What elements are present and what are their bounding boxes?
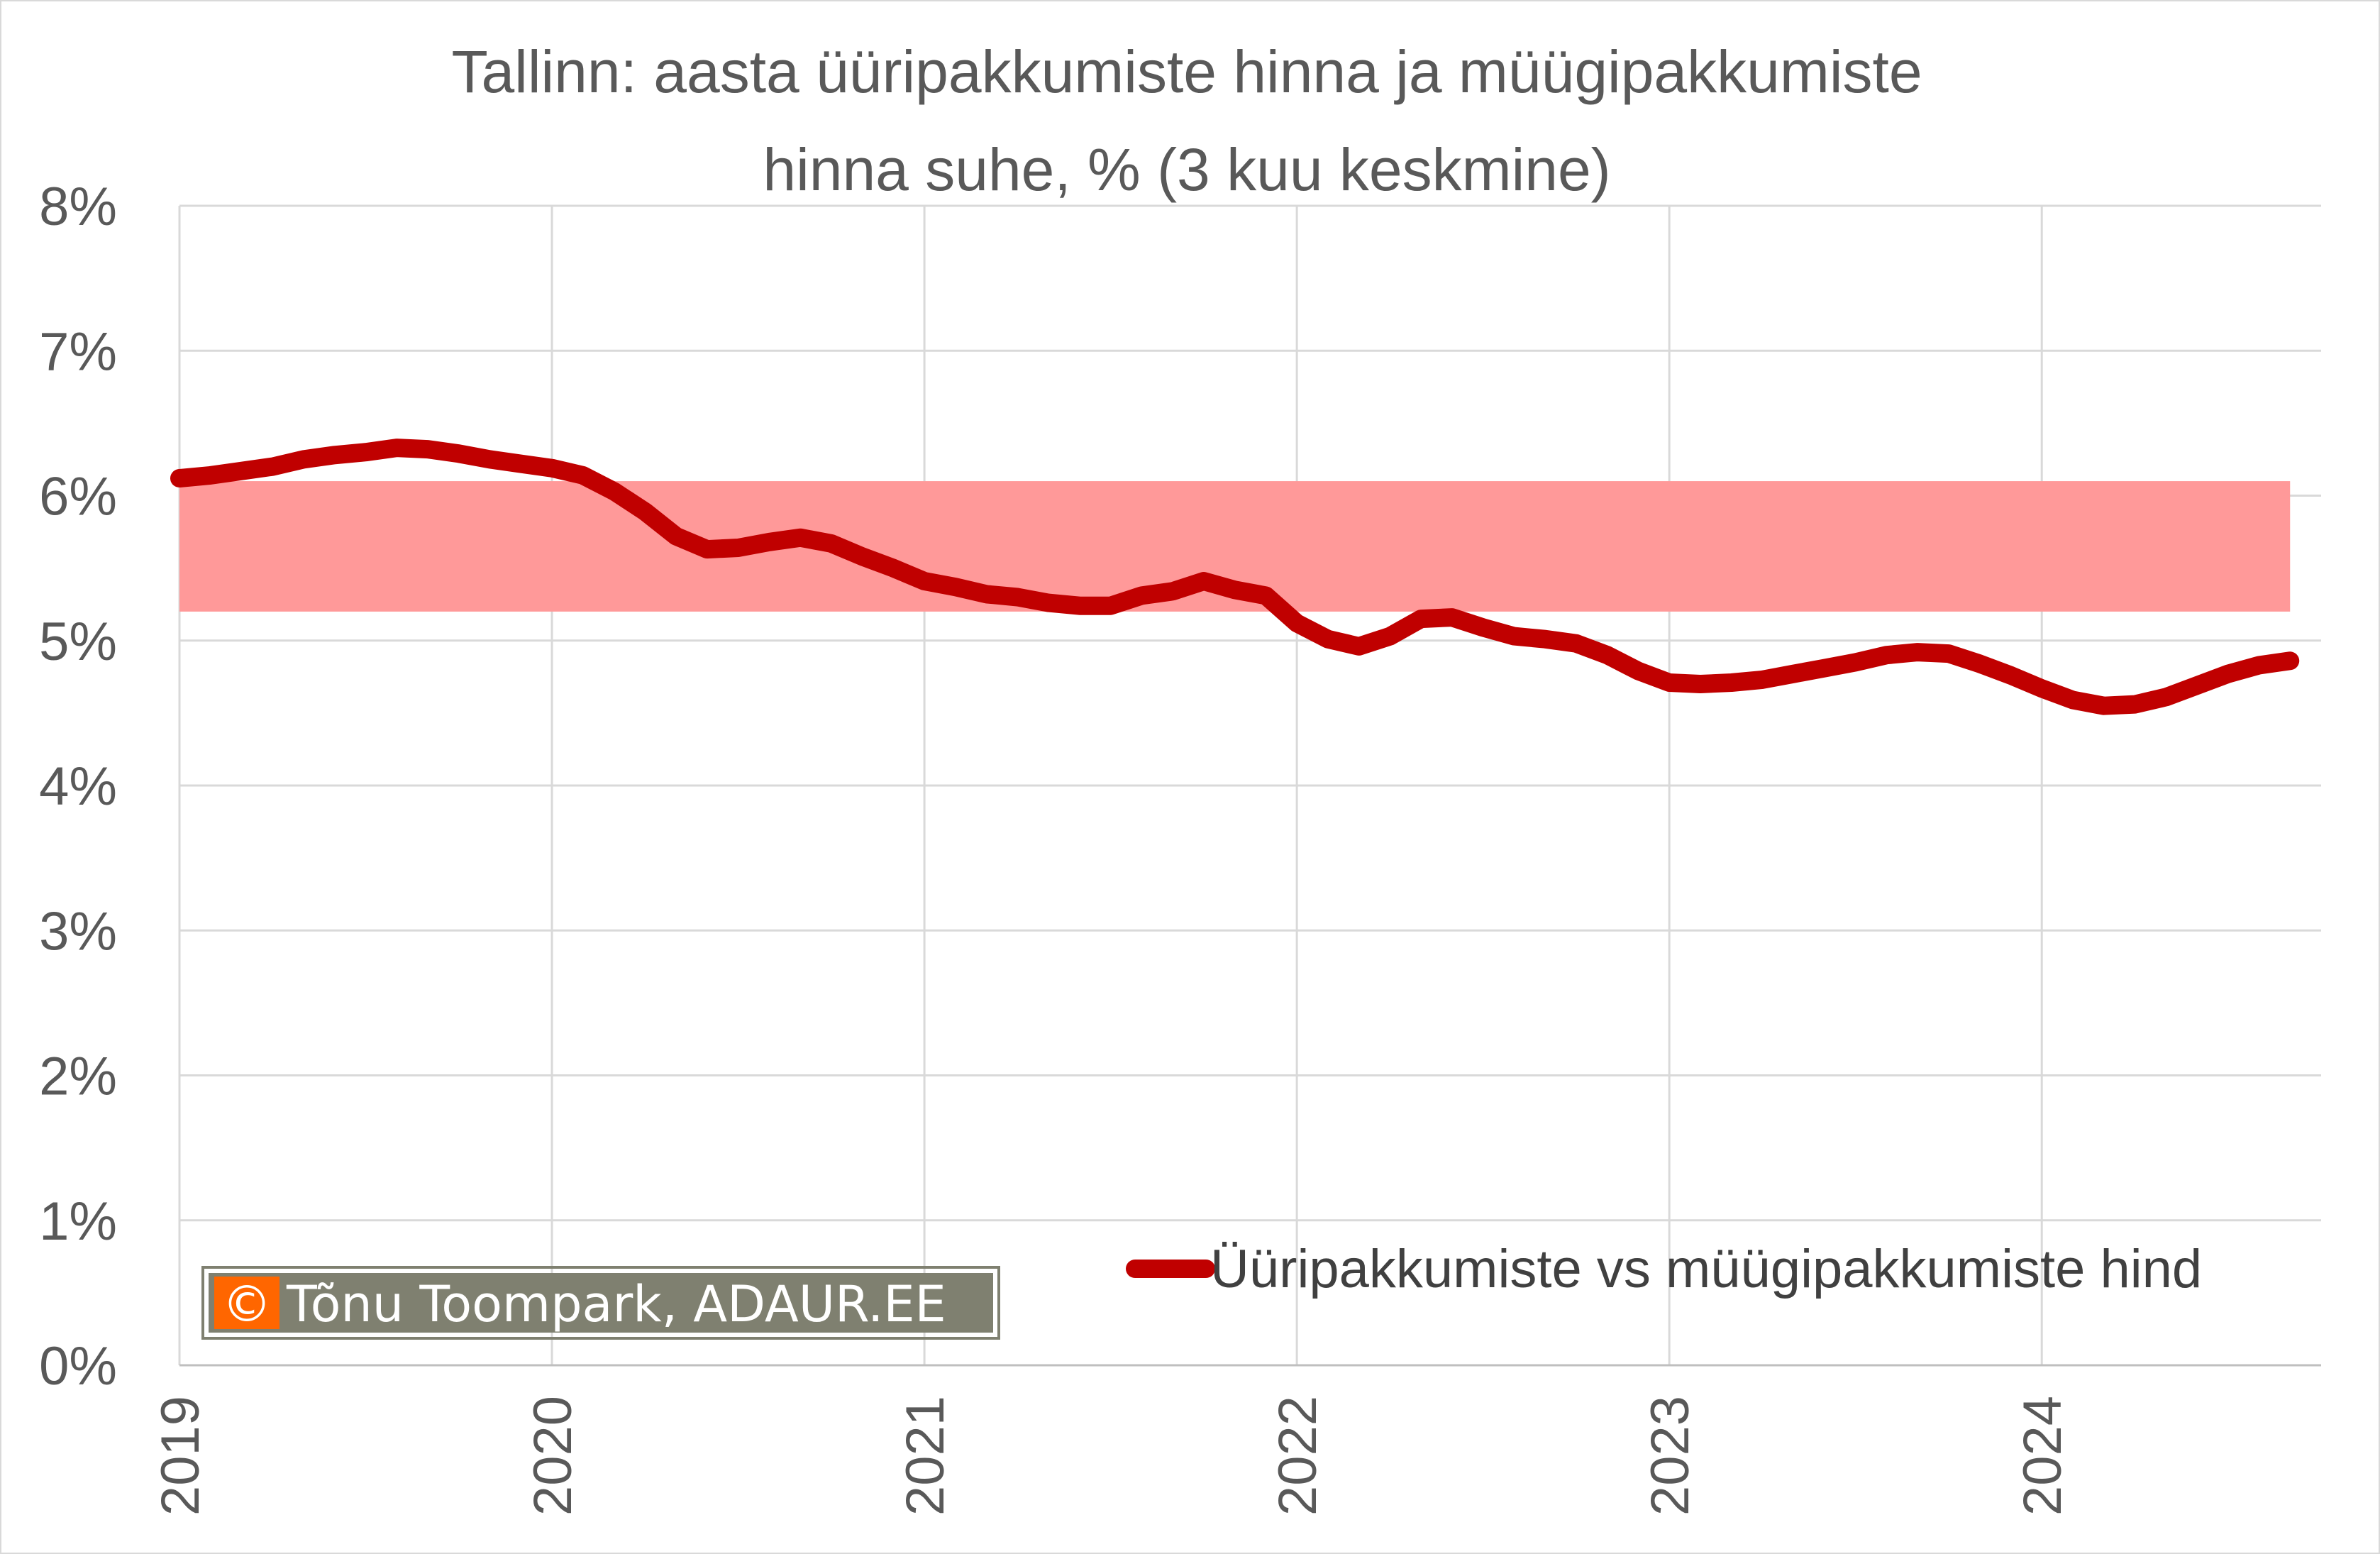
y-axis-tick-labels: 0% 1% 2% 3% 4% 5% 6% 7% 8% bbox=[39, 177, 117, 1396]
gridlines bbox=[178, 204, 2321, 1367]
copyright-badge: © Tõnu Toompark, ADAUR.EE bbox=[201, 1266, 1000, 1340]
y-tick-label: 0% bbox=[39, 1336, 117, 1396]
legend-label: Üüripakkumiste vs müügipakkumiste hind bbox=[1210, 1239, 2202, 1299]
x-axis-tick-labels: 2019 2020 2021 2022 2023 2024 bbox=[150, 1396, 2073, 1516]
x-tick-label: 2019 bbox=[150, 1396, 211, 1516]
y-tick-label: 1% bbox=[39, 1191, 117, 1252]
y-tick-label: 7% bbox=[39, 321, 117, 382]
copyright-text: Tõnu Toompark, ADAUR.EE bbox=[286, 1275, 946, 1333]
y-tick-label: 6% bbox=[39, 467, 117, 527]
copyright-badge-bg bbox=[209, 1273, 993, 1333]
legend: Üüripakkumiste vs müügipakkumiste hind bbox=[1126, 1239, 2202, 1299]
y-tick-label: 3% bbox=[39, 901, 117, 961]
x-tick-label: 2024 bbox=[2013, 1396, 2073, 1516]
chart-title: Tallinn: aasta üüripakkumiste hinna ja m… bbox=[451, 38, 1922, 203]
y-tick-label: 5% bbox=[39, 612, 117, 672]
x-tick-label: 2021 bbox=[895, 1396, 956, 1516]
x-tick-label: 2020 bbox=[523, 1396, 583, 1516]
y-tick-label: 8% bbox=[39, 177, 117, 237]
copyright-symbol-bg bbox=[214, 1277, 279, 1329]
series-layer bbox=[170, 439, 2300, 715]
y-tick-label: 2% bbox=[39, 1047, 117, 1107]
chart-title-line-2: hinna suhe, % (3 kuu keskmine) bbox=[763, 136, 1610, 203]
chart-title-line-1: Tallinn: aasta üüripakkumiste hinna ja m… bbox=[451, 38, 1922, 105]
series-line-0 bbox=[170, 439, 2300, 715]
x-tick-label: 2023 bbox=[1640, 1396, 1700, 1516]
copyright-badge-border bbox=[201, 1266, 1000, 1340]
y-tick-label: 4% bbox=[39, 756, 117, 817]
x-tick-label: 2022 bbox=[1268, 1396, 1328, 1516]
copyright-symbol: © bbox=[222, 1275, 272, 1333]
